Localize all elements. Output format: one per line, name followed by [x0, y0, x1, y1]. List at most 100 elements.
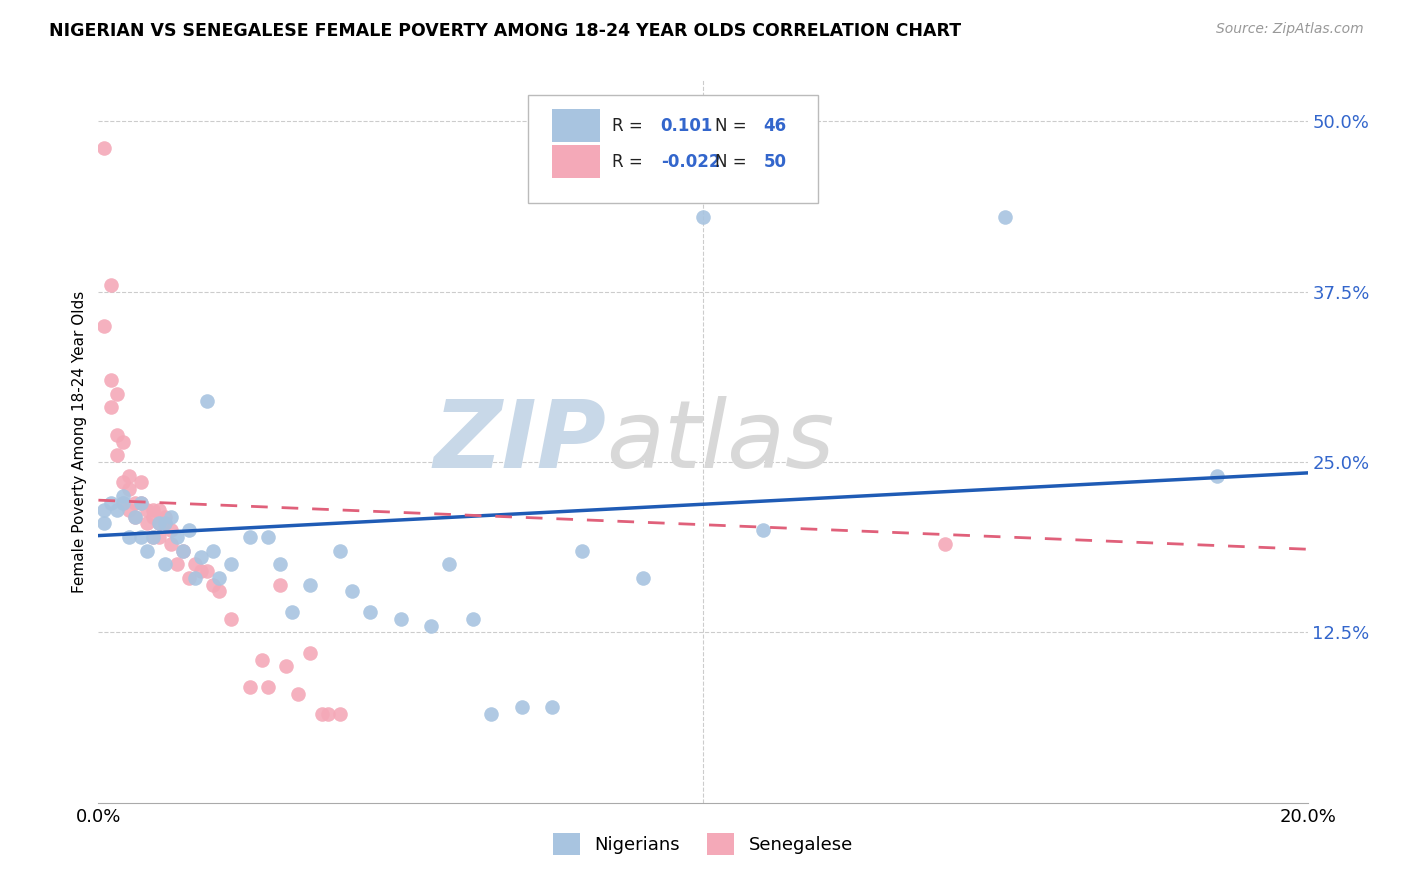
Point [208, 571, 231, 585]
Point [153, 558, 176, 572]
Point [463, 612, 485, 626]
Point [329, 707, 352, 722]
Point [420, 618, 443, 632]
Text: NIGERIAN VS SENEGALESE FEMALE POVERTY AMONG 18-24 YEAR OLDS CORRELATION CHART: NIGERIAN VS SENEGALESE FEMALE POVERTY AM… [49, 22, 962, 40]
Point [100, 277, 122, 292]
Point [274, 659, 297, 673]
Point [202, 577, 225, 591]
Point [100, 373, 122, 387]
Point [692, 210, 714, 224]
Point [166, 558, 188, 572]
Point [105, 387, 128, 401]
Point [256, 530, 278, 544]
Point [153, 516, 176, 531]
Point [342, 584, 364, 599]
Point [153, 509, 176, 524]
Point [100, 496, 122, 510]
Point [299, 646, 322, 660]
Point [510, 700, 533, 714]
Point [129, 496, 152, 510]
Point [105, 427, 128, 442]
Point [142, 530, 165, 544]
Point [93, 318, 115, 333]
Point [281, 605, 304, 619]
Point [221, 558, 243, 572]
Text: 50: 50 [763, 153, 786, 171]
Point [994, 210, 1017, 224]
Point [269, 558, 291, 572]
Text: R =: R = [613, 117, 643, 135]
Text: 46: 46 [763, 117, 786, 135]
Point [160, 523, 183, 537]
Text: Source: ZipAtlas.com: Source: ZipAtlas.com [1216, 22, 1364, 37]
Point [190, 550, 212, 565]
Point [118, 530, 141, 544]
Point [389, 612, 412, 626]
Point [437, 558, 460, 572]
Point [142, 509, 165, 524]
Point [111, 475, 134, 490]
Point [172, 543, 194, 558]
Point [105, 502, 128, 516]
Legend: Nigerians, Senegalese: Nigerians, Senegalese [546, 826, 860, 863]
Point [195, 393, 218, 408]
Text: N =: N = [716, 117, 747, 135]
Point [329, 543, 352, 558]
Point [148, 516, 170, 531]
Point [631, 571, 654, 585]
Point [142, 530, 165, 544]
Point [190, 564, 212, 578]
Point [105, 448, 128, 462]
Point [111, 496, 134, 510]
Point [135, 502, 157, 516]
Point [179, 523, 201, 537]
Y-axis label: Female Poverty Among 18-24 Year Olds: Female Poverty Among 18-24 Year Olds [72, 291, 87, 592]
Point [111, 489, 134, 503]
Point [93, 141, 115, 155]
Point [1206, 468, 1229, 483]
Text: 0.101: 0.101 [661, 117, 713, 135]
Point [148, 502, 170, 516]
Point [100, 401, 122, 415]
Point [208, 584, 231, 599]
Point [311, 707, 333, 722]
Text: R =: R = [613, 153, 643, 171]
FancyBboxPatch shape [527, 95, 818, 203]
Point [93, 516, 115, 531]
Point [360, 605, 382, 619]
Point [111, 496, 134, 510]
Point [287, 687, 309, 701]
Point [135, 543, 157, 558]
Point [129, 530, 152, 544]
Point [195, 564, 218, 578]
Text: atlas: atlas [606, 396, 835, 487]
Point [93, 502, 115, 516]
Text: ZIP: ZIP [433, 395, 606, 488]
Point [250, 653, 273, 667]
Point [124, 509, 146, 524]
Point [118, 468, 141, 483]
Point [316, 707, 339, 722]
Point [221, 612, 243, 626]
FancyBboxPatch shape [551, 109, 600, 142]
Point [179, 571, 201, 585]
Point [184, 558, 207, 572]
FancyBboxPatch shape [551, 145, 600, 178]
Point [481, 707, 503, 722]
Point [239, 530, 262, 544]
Point [124, 509, 146, 524]
Point [124, 496, 146, 510]
Point [752, 523, 775, 537]
Point [135, 516, 157, 531]
Point [934, 537, 956, 551]
Point [118, 482, 141, 496]
Point [172, 543, 194, 558]
Text: N =: N = [716, 153, 747, 171]
Point [160, 509, 183, 524]
Point [299, 577, 322, 591]
Point [269, 577, 291, 591]
Point [118, 502, 141, 516]
Point [184, 571, 207, 585]
Point [153, 516, 176, 531]
Point [160, 537, 183, 551]
